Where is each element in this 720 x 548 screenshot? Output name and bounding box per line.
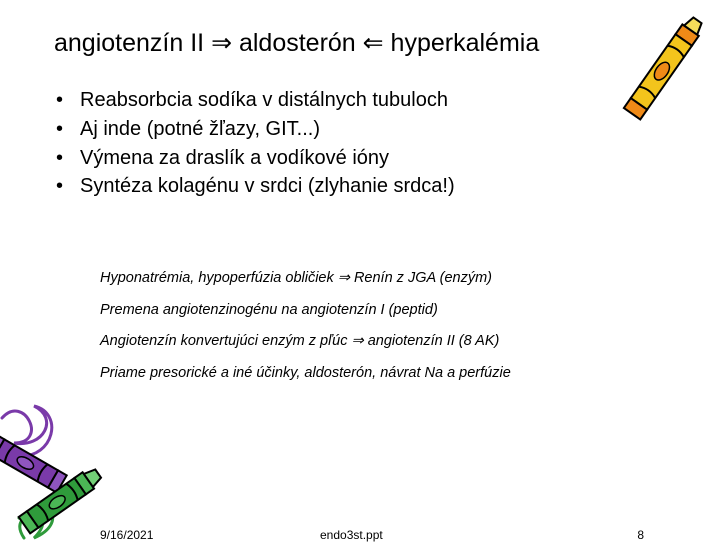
list-item: Aj inde (potné žľazy, GIT...) bbox=[52, 115, 676, 144]
arrow-left-icon: ⇐ bbox=[363, 29, 384, 57]
note-line: Angiotenzín konvertujúci enzým z pľúc ⇒ … bbox=[100, 332, 656, 352]
slide: angiotenzín II ⇒ aldosterón ⇐ hyperkalém… bbox=[0, 0, 720, 540]
arrow-right-icon: ⇒ bbox=[211, 29, 232, 57]
list-item: Syntéza kolagénu v srdci (zlyhanie srdca… bbox=[52, 172, 676, 201]
list-item: Výmena za draslík a vodíkové ióny bbox=[52, 144, 676, 173]
note-line: Hyponatrémia, hypoperfúzia obličiek ⇒ Re… bbox=[100, 269, 656, 289]
note-line: Priame presorické a iné účinky, aldoster… bbox=[100, 364, 656, 384]
title-part-b: aldosterón bbox=[232, 29, 363, 57]
title-part-c: hyperkalémia bbox=[384, 29, 540, 57]
bullet-list: Reabsorbcia sodíka v distálnych tubuloch… bbox=[52, 86, 676, 201]
notes-block: Hyponatrémia, hypoperfúzia obličiek ⇒ Re… bbox=[100, 269, 656, 383]
list-item: Reabsorbcia sodíka v distálnych tubuloch bbox=[52, 86, 676, 115]
slide-title: angiotenzín II ⇒ aldosterón ⇐ hyperkalém… bbox=[54, 28, 676, 58]
title-part-a: angiotenzín II bbox=[54, 29, 211, 57]
crayon-icon bbox=[606, 4, 720, 144]
crayon-icon bbox=[0, 388, 114, 548]
note-line: Premena angiotenzinogénu na angiotenzín … bbox=[100, 301, 656, 321]
